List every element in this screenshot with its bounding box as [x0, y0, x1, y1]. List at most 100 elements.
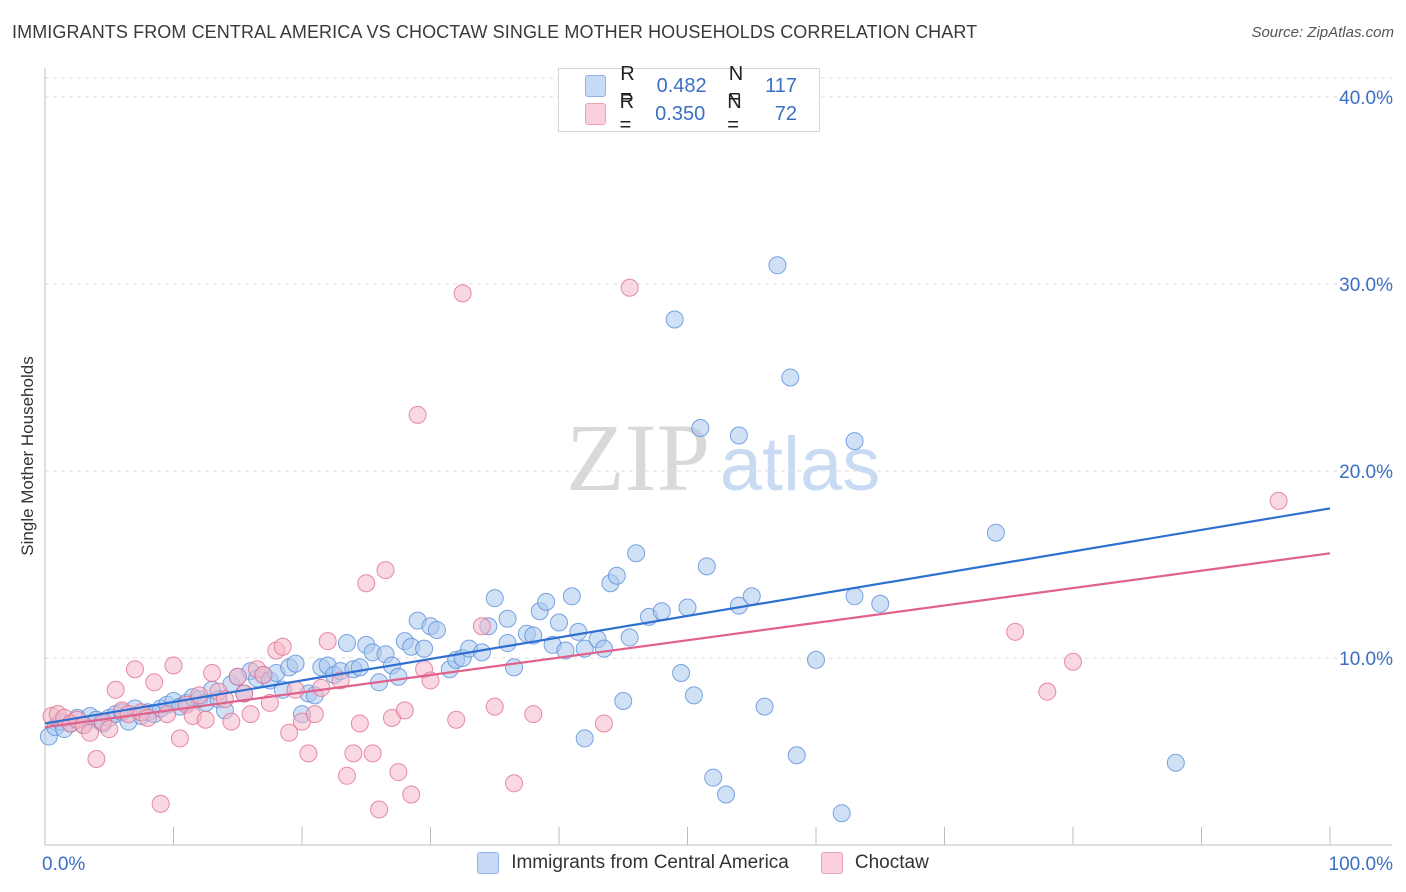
data-point [350, 714, 369, 733]
data-point [164, 656, 183, 675]
data-point [781, 368, 800, 387]
data-point [620, 628, 639, 647]
data-point [389, 667, 408, 686]
data-point [594, 639, 613, 658]
legend-swatch-immigrants [585, 75, 607, 97]
data-point [100, 720, 119, 739]
data-point [170, 729, 189, 748]
data-point [190, 686, 209, 705]
data-point [125, 660, 144, 679]
series-legend-immigrants: Immigrants from Central America [477, 852, 789, 874]
data-point [704, 768, 723, 787]
legend-n-label: N = [727, 91, 742, 136]
data-point [370, 800, 389, 819]
y-tick-label: 10.0% [1339, 649, 1393, 670]
legend-r-value: 0.350 [655, 102, 706, 125]
data-point [241, 705, 260, 724]
x-tick-label: 100.0% [1329, 854, 1394, 875]
data-point [254, 665, 273, 684]
data-point [537, 592, 556, 611]
source-label: Source: ZipAtlas.com [1251, 24, 1394, 41]
legend-n-label: N = [728, 63, 744, 108]
data-point [569, 622, 588, 641]
data-point [742, 587, 761, 606]
data-point [717, 785, 736, 804]
data-point [158, 705, 177, 724]
data-point [299, 744, 318, 763]
series-legend-swatch-immigrants [477, 852, 500, 874]
y-tick-label: 20.0% [1339, 462, 1393, 483]
data-point [87, 749, 106, 768]
data-point [678, 598, 697, 617]
data-point [524, 626, 543, 645]
trend-line-choctaw [44, 552, 1331, 729]
data-point [228, 667, 247, 686]
data-point [498, 634, 517, 653]
data-point [1269, 491, 1288, 510]
data-point [672, 663, 691, 682]
x-tick-label: 0.0% [42, 854, 85, 875]
data-point [331, 671, 350, 690]
data-point [620, 278, 639, 297]
data-point [755, 697, 774, 716]
data-point [652, 602, 671, 621]
data-point [832, 804, 851, 823]
data-point [427, 620, 446, 639]
data-point [280, 723, 299, 742]
series-immigrants-points [39, 256, 1185, 823]
trend-line-immigrants [44, 507, 1331, 725]
data-point [986, 523, 1005, 542]
trend-lines [44, 507, 1331, 729]
data-point [684, 686, 703, 705]
correlation-legend: R = 0.482 N = 117 R = 0.350 N = 72 [558, 63, 820, 136]
data-point [498, 609, 517, 628]
data-point [627, 544, 646, 563]
data-point [1006, 622, 1025, 641]
data-point [395, 701, 414, 720]
data-point [556, 641, 575, 660]
data-point [273, 637, 292, 656]
legend-row-immigrants: R = 0.482 N = 117 [585, 63, 819, 108]
gridlines [45, 77, 1392, 659]
series-legend-label-immigrants: Immigrants from Central America [511, 852, 789, 873]
data-point [485, 697, 504, 716]
data-point [363, 744, 382, 763]
data-point [318, 632, 337, 651]
data-point [151, 794, 170, 813]
legend-row-choctaw: R = 0.350 N = 72 [585, 91, 819, 136]
data-point [768, 256, 787, 275]
data-point [415, 639, 434, 658]
data-point [196, 710, 215, 729]
series-legend-choctaw: Choctaw [820, 852, 929, 874]
data-point [376, 561, 395, 580]
data-point [447, 710, 466, 729]
watermark-zip: ZIP [566, 404, 710, 511]
series-legend-label-choctaw: Choctaw [854, 852, 929, 873]
data-point [337, 766, 356, 785]
data-point [389, 763, 408, 782]
data-point [286, 680, 305, 699]
data-point [402, 785, 421, 804]
legend-n-value: 72 [774, 102, 798, 125]
data-point [550, 613, 568, 632]
series-choctaw-points [42, 278, 1288, 819]
data-point [350, 658, 369, 677]
data-point [697, 557, 716, 576]
data-point [1038, 682, 1057, 701]
legend-r-label: R = [619, 91, 635, 136]
data-point [575, 729, 594, 748]
data-point [80, 723, 99, 742]
data-point [222, 712, 241, 731]
data-point [845, 432, 864, 451]
data-point [691, 418, 710, 437]
data-point [260, 693, 279, 712]
data-point [807, 650, 825, 669]
legend-r-label: R = [620, 63, 635, 108]
legend-swatch-choctaw [585, 103, 606, 125]
data-point [344, 744, 363, 763]
data-point [203, 663, 222, 682]
data-point [1166, 753, 1185, 772]
data-point [145, 673, 164, 692]
data-point [871, 594, 890, 613]
